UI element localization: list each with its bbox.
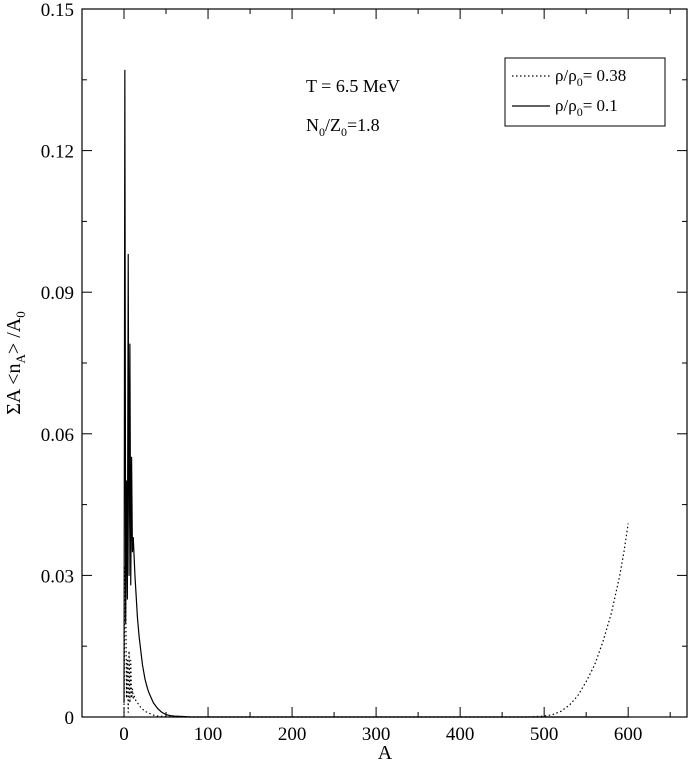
- y-tick-label: 0.09: [41, 283, 74, 304]
- x-tick-label: 600: [614, 724, 643, 745]
- legend-box: [504, 57, 666, 127]
- y-axis-label-mid: > /A: [3, 317, 25, 354]
- y-tick-label: 0.06: [41, 425, 74, 446]
- series-layer: [123, 69, 629, 718]
- x-tick-label: 500: [530, 724, 559, 745]
- x-tick-label: 300: [362, 724, 391, 745]
- legend-label-1-a: ρ/ρ: [555, 96, 577, 115]
- annotation-ratio-n: N: [306, 115, 319, 135]
- x-tick-label: 400: [446, 724, 475, 745]
- x-ticks: 0 100 200 300 400 500 600: [81, 9, 671, 745]
- y-ticks: 0 0.03 0.06 0.09 0.12 0.15: [41, 0, 687, 729]
- legend-label-0-a: ρ/ρ: [555, 66, 577, 85]
- annotation-ratio-sub-z: 0: [341, 125, 347, 139]
- y-axis-label-sub-0: 0: [13, 311, 28, 318]
- y-tick-label: 0.12: [41, 142, 74, 163]
- annotation-ratio: N0/Z0=1.8: [306, 115, 380, 139]
- x-tick-label: 0: [119, 724, 129, 745]
- annotation-ratio-value: =1.8: [347, 115, 380, 135]
- x-axis-label: A: [378, 742, 393, 761]
- y-axis-label-sub-a: A: [13, 353, 28, 363]
- y-axis-label-prefix: ΣA <n: [3, 363, 25, 414]
- y-tick-label: 0.15: [41, 0, 74, 21]
- annotation-ratio-sub-n: 0: [319, 125, 325, 139]
- legend-label-1: ρ/ρ0= 0.1: [555, 96, 618, 119]
- legend-label-1-sub: 0: [577, 105, 583, 119]
- legend: ρ/ρ0= 0.38 ρ/ρ0= 0.1: [504, 57, 666, 127]
- legend-label-0-b: = 0.38: [583, 66, 627, 85]
- x-tick-label: 100: [194, 724, 223, 745]
- y-tick-label: 0.03: [41, 566, 74, 587]
- annotation-temperature: T = 6.5 MeV: [306, 76, 400, 96]
- y-tick-label: 0: [65, 708, 75, 729]
- x-tick-label: 200: [278, 724, 307, 745]
- series-line-solid: [123, 69, 629, 718]
- annotation-ratio-mid: /Z: [325, 115, 341, 135]
- legend-label-0-sub: 0: [577, 75, 583, 89]
- legend-label-0: ρ/ρ0= 0.38: [555, 66, 626, 89]
- series-line-dotted: [123, 523, 629, 718]
- y-axis-label: ΣA <nA> /A0: [3, 311, 28, 414]
- legend-label-1-b: = 0.1: [583, 96, 618, 115]
